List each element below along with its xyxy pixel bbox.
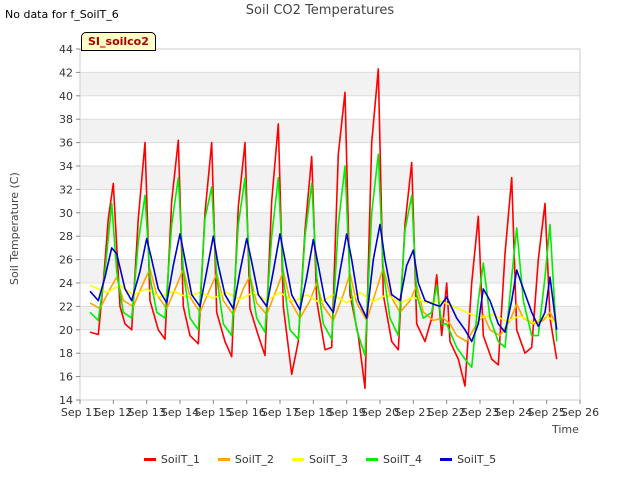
grid-band (80, 95, 580, 120)
x-tick-label: Sep 25 (528, 406, 566, 419)
series-line-SoilT_3 (89, 284, 558, 325)
x-tick-label: Sep 12 (94, 406, 132, 419)
grid-band (80, 119, 580, 143)
grid-band (80, 306, 580, 330)
y-tick-label: 18 (59, 347, 73, 360)
x-tick-label: Sep 16 (228, 406, 266, 419)
legend-label: SoilT_1 (160, 453, 200, 466)
x-tick-label: Sep 11 (61, 406, 99, 419)
x-tick-label: Sep 23 (461, 406, 499, 419)
legend-label: SoilT_4 (383, 453, 423, 466)
grid-band (80, 212, 580, 237)
chart-title: Soil CO2 Temperatures (245, 3, 395, 18)
y-tick-label: 40 (59, 90, 73, 103)
y-tick-label: 28 (59, 230, 73, 243)
x-tick-label: Sep 18 (294, 406, 332, 419)
y-tick-label: 38 (59, 113, 73, 126)
grid-band (80, 376, 580, 400)
grid-band (80, 189, 580, 213)
no-data-notice: No data for f_SoilT_6 (5, 8, 119, 21)
y-tick-label: 20 (59, 324, 73, 337)
legend-swatch (143, 457, 156, 461)
legend-item-SoilT_4: SoilT_4 (366, 453, 422, 466)
y-tick-label: 36 (59, 137, 73, 150)
grid-band (80, 72, 580, 96)
series-line-SoilT_4 (89, 153, 558, 369)
legend-item-SoilT_5: SoilT_5 (440, 453, 496, 466)
y-tick-label: 16 (59, 371, 73, 384)
y-tick-label: 34 (59, 160, 73, 173)
x-axis-label: Time (552, 423, 579, 436)
legend-swatch (217, 457, 230, 461)
y-tick-label: 14 (59, 394, 73, 407)
grid-band (80, 166, 580, 190)
grid-band (80, 353, 580, 377)
legend-label: SoilT_2 (234, 453, 274, 466)
x-tick-label: Sep 21 (394, 406, 432, 419)
x-tick-label: Sep 14 (161, 406, 199, 419)
y-tick-label: 42 (59, 66, 73, 79)
x-tick-label: Sep 17 (261, 406, 299, 419)
legend-swatch (291, 457, 304, 461)
x-tick-label: Sep 19 (328, 406, 366, 419)
y-tick-label: 26 (59, 254, 73, 267)
y-tick-label: 22 (59, 300, 73, 313)
y-tick-label: 32 (59, 183, 73, 196)
x-tick-label: Sep 26 (561, 406, 599, 419)
x-tick-label: Sep 13 (128, 406, 166, 419)
y-tick-label: 24 (59, 277, 73, 290)
x-tick-label: Sep 24 (494, 406, 532, 419)
grid-band (80, 49, 580, 73)
legend: SoilT_1 SoilT_2 SoilT_3 SoilT_4 SoilT_5 (0, 453, 640, 466)
x-tick-label: Sep 22 (428, 406, 466, 419)
series-line-SoilT_1 (89, 68, 558, 390)
legend-swatch (366, 457, 379, 461)
site-tag: SI_soilco2 (81, 32, 156, 51)
grid-band (80, 236, 580, 260)
legend-item-SoilT_2: SoilT_2 (217, 453, 274, 466)
y-tick-label: 44 (59, 43, 73, 56)
legend-item-SoilT_1: SoilT_1 (143, 453, 200, 466)
series-line-SoilT_5 (89, 223, 558, 343)
x-tick-label: Sep 20 (361, 406, 399, 419)
plot-area (79, 48, 581, 401)
legend-label: SoilT_3 (308, 453, 349, 466)
legend-swatch (440, 457, 453, 461)
y-tick-label: 30 (59, 207, 73, 220)
legend-label: SoilT_5 (457, 453, 497, 466)
grid-band (80, 142, 580, 166)
grid-band (80, 329, 580, 354)
legend-item-SoilT_3: SoilT_3 (291, 453, 349, 466)
x-tick-label: Sep 15 (194, 406, 232, 419)
